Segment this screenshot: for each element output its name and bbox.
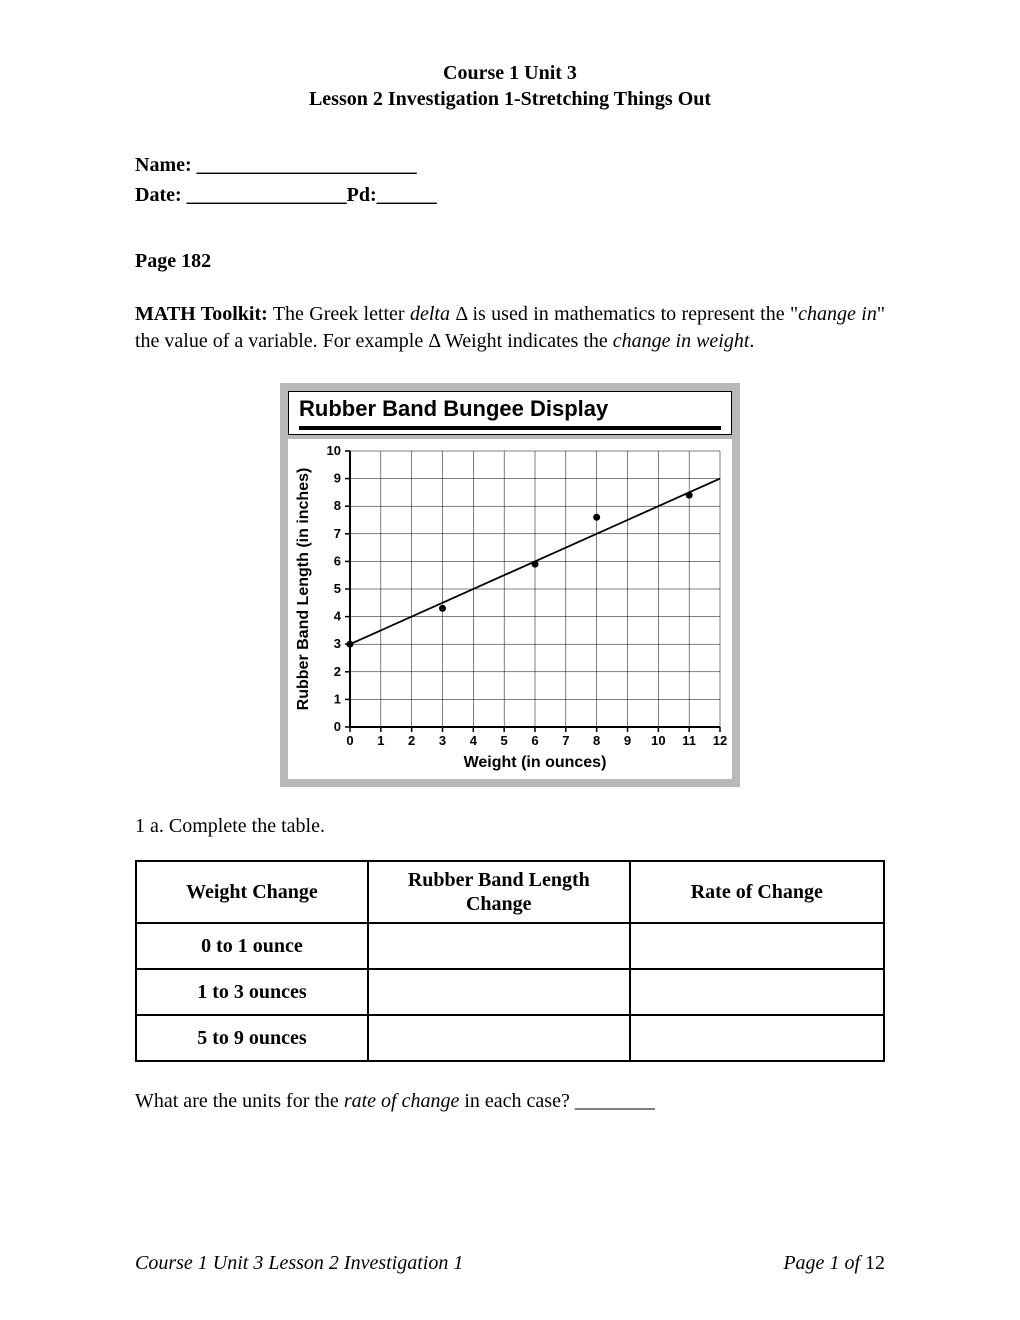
footer-right-num: 12 [865,1252,885,1274]
svg-text:8: 8 [593,733,600,748]
table-row: 0 to 1 ounce [136,923,884,969]
math-toolkit-paragraph: MATH Toolkit: The Greek letter delta Δ i… [135,301,885,355]
toolkit-delta-word: delta [410,303,450,325]
table-header-weight-change: Weight Change [136,861,368,923]
toolkit-text-a: The Greek letter [268,303,410,325]
header-line-1: Course 1 Unit 3 [135,60,885,86]
svg-text:2: 2 [334,664,341,679]
name-date-block: Name: ______________________ Date: _____… [135,150,885,210]
svg-text:10: 10 [327,443,341,458]
svg-text:10: 10 [651,733,665,748]
chart-title-box: Rubber Band Bungee Display [288,391,732,435]
data-table: Weight Change Rubber Band Length Change … [135,860,885,1062]
svg-text:5: 5 [334,581,341,596]
svg-text:0: 0 [346,733,353,748]
table-cell [368,923,630,969]
table-cell [630,969,884,1015]
toolkit-change-in: change in [798,303,877,325]
table-row: 5 to 9 ounces [136,1015,884,1061]
table-header-rate-of-change: Rate of Change [630,861,884,923]
svg-text:7: 7 [334,526,341,541]
pd-field: Pd:______ [347,184,437,206]
table-row: 1 to 3 ounces [136,969,884,1015]
name-field-line: Name: ______________________ [135,150,885,180]
svg-text:0: 0 [334,719,341,734]
date-field: Date: ________________ [135,184,347,206]
units-question: What are the units for the rate of chang… [135,1090,885,1113]
table-cell: 0 to 1 ounce [136,923,368,969]
chart-svg: 0123456789101112012345678910Weight (in o… [288,439,732,779]
svg-text:8: 8 [334,498,341,513]
chart-title-rule [299,426,721,430]
svg-text:Rubber Band Length (in inches): Rubber Band Length (in inches) [295,468,312,711]
svg-text:11: 11 [682,733,696,748]
table-cell: 1 to 3 ounces [136,969,368,1015]
toolkit-text-b: Δ is used in mathematics to represent th… [450,303,798,325]
svg-text:6: 6 [334,553,341,568]
chart-title: Rubber Band Bungee Display [299,396,721,422]
page-footer: Course 1 Unit 3 Lesson 2 Investigation 1… [135,1252,885,1275]
svg-text:12: 12 [713,733,727,748]
svg-text:1: 1 [377,733,384,748]
svg-text:4: 4 [334,609,342,624]
date-pd-line: Date: ________________Pd:______ [135,180,885,210]
svg-text:6: 6 [531,733,538,748]
svg-text:9: 9 [334,471,341,486]
chart-plot-area: 0123456789101112012345678910Weight (in o… [288,439,732,779]
table-cell [368,969,630,1015]
toolkit-change-in-weight: change in weight [613,330,750,352]
svg-text:1: 1 [334,691,341,706]
question-1a: 1 a. Complete the table. [135,815,885,838]
header-line-2: Lesson 2 Investigation 1-Stretching Thin… [135,86,885,112]
footer-right: Page 1 of 12 [783,1252,885,1275]
toolkit-text-d: . [749,330,754,352]
table-cell [630,1015,884,1061]
svg-text:Weight (in ounces): Weight (in ounces) [464,754,607,771]
units-q-text-b: in each case? ________ [459,1090,654,1112]
svg-text:3: 3 [334,636,341,651]
units-q-text-a: What are the units for the [135,1090,344,1112]
svg-text:7: 7 [562,733,569,748]
footer-left: Course 1 Unit 3 Lesson 2 Investigation 1 [135,1252,463,1275]
svg-text:2: 2 [408,733,415,748]
svg-text:9: 9 [624,733,631,748]
table-cell [630,923,884,969]
table-header-length-change: Rubber Band Length Change [368,861,630,923]
chart-background: Rubber Band Bungee Display 0123456789101… [280,383,740,787]
svg-text:5: 5 [501,733,508,748]
table-cell: 5 to 9 ounces [136,1015,368,1061]
page-header: Course 1 Unit 3 Lesson 2 Investigation 1… [135,60,885,112]
table-cell [368,1015,630,1061]
toolkit-label: MATH Toolkit: [135,303,268,325]
svg-text:3: 3 [439,733,446,748]
page-reference: Page 182 [135,250,885,273]
chart-container: Rubber Band Bungee Display 0123456789101… [135,383,885,787]
footer-right-italic: Page 1 of [783,1252,865,1274]
svg-text:4: 4 [470,733,478,748]
units-q-italic: rate of change [344,1090,460,1112]
table-header-row: Weight Change Rubber Band Length Change … [136,861,884,923]
